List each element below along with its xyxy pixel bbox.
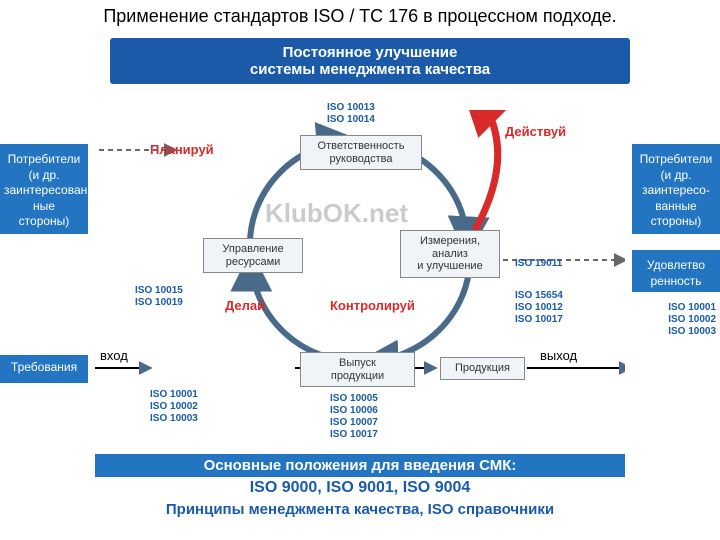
node-output: Выпускпродукции <box>300 352 415 387</box>
iso-bot-center: ISO 10005ISO 10006ISO 10007ISO 10017 <box>330 393 378 441</box>
node-measure: Измерения,анализи улучшение <box>400 230 500 278</box>
bottom-banner: Основные положения для введения СМК: ISO… <box>95 454 625 520</box>
bottom-line3: Принципы менеджмента качества, ISO справ… <box>95 499 625 520</box>
label-input: вход <box>100 348 128 363</box>
page-title: Применение стандартов ISO / TC 176 в про… <box>0 6 720 27</box>
node-management: Ответственностьруководства <box>300 135 422 170</box>
label-plan: Планируй <box>150 142 214 157</box>
label-output: выход <box>540 348 577 363</box>
label-do: Делай <box>225 298 265 313</box>
iso-top: ISO 10013ISO 10014 <box>327 102 375 126</box>
pdca-diagram: KlubOK.net Ответственностьруководства Уп… <box>95 110 625 400</box>
label-check: Контролируй <box>330 298 415 313</box>
right-consumers-box: Потребители(и др.заинтересо-ванныесторон… <box>632 144 720 234</box>
bottom-line2: ISO 9000, ISO 9001, ISO 9004 <box>95 477 625 499</box>
satisfaction-box: Удовлетворенность <box>632 250 720 292</box>
watermark: KlubOK.net <box>265 198 408 229</box>
label-act: Действуй <box>505 124 566 139</box>
top-banner: Постоянное улучшениесистемы менеджмента … <box>110 38 630 84</box>
iso-right1: ISO 19011 <box>515 258 562 270</box>
requirements-box: Требования <box>0 355 88 383</box>
left-consumers-box: Потребители(и др.заинтересованныестороны… <box>0 144 88 234</box>
node-product: Продукция <box>440 357 525 380</box>
bottom-line1: Основные положения для введения СМК: <box>95 454 625 477</box>
node-resources: Управлениересурсами <box>203 238 303 273</box>
iso-left-bot: ISO 10001ISO 10002ISO 10003 <box>150 389 198 425</box>
iso-right2: ISO 15654ISO 10012ISO 10017 <box>515 290 563 326</box>
iso-left-mid: ISO 10015ISO 10019 <box>135 285 183 309</box>
iso-right-side: ISO 10001ISO 10002ISO 10003 <box>668 302 716 338</box>
